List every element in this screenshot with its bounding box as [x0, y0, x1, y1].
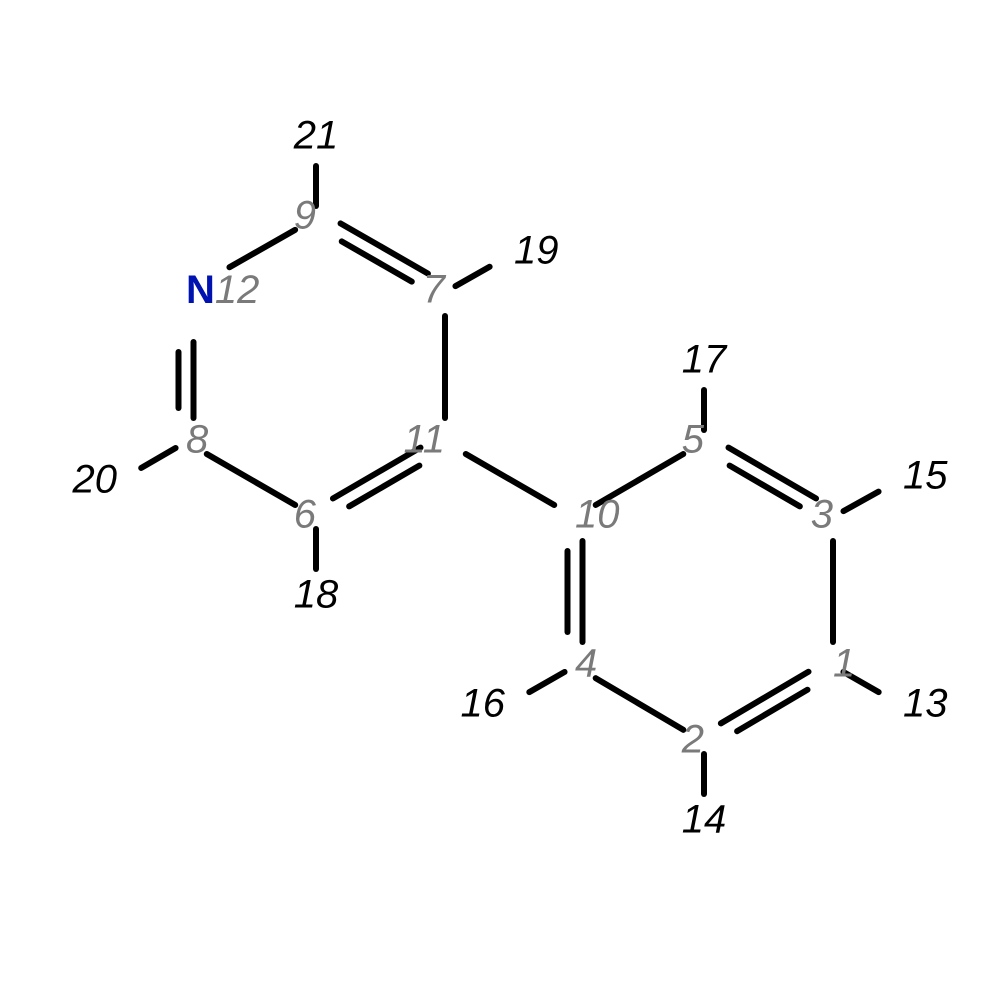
atom-label-17: 17	[682, 338, 728, 382]
atom-label-3: 3	[811, 493, 833, 537]
atom-label-7: 7	[423, 268, 447, 312]
atom-label-15: 15	[903, 454, 948, 498]
atom-label-14: 14	[682, 798, 727, 842]
molecule-diagram: 1 2 3 4 5 6 7 8 9 10 11 N12 13 14 15 16 17 18 19 20 21	[0, 0, 1000, 1000]
atom-label-8: 8	[186, 418, 209, 462]
atom-label-16: 16	[461, 682, 506, 726]
atom-label-21: 21	[293, 114, 339, 158]
atom-label-2: 2	[681, 718, 704, 762]
atom-label-19: 19	[514, 229, 559, 273]
atom-label-13: 13	[903, 682, 948, 726]
atom-label-9: 9	[294, 194, 316, 238]
atom-label-N12: N12	[186, 268, 259, 312]
bond-layer	[141, 166, 878, 794]
atom-label-18: 18	[294, 573, 339, 617]
atom-label-5: 5	[682, 418, 705, 462]
atom-label-11: 11	[403, 418, 445, 462]
atom-label-10: 10	[575, 493, 620, 537]
atom-label-20: 20	[72, 458, 118, 502]
atom-label-6: 6	[294, 493, 317, 537]
atom-label-1: 1	[833, 642, 855, 686]
atom-label-4: 4	[575, 642, 597, 686]
